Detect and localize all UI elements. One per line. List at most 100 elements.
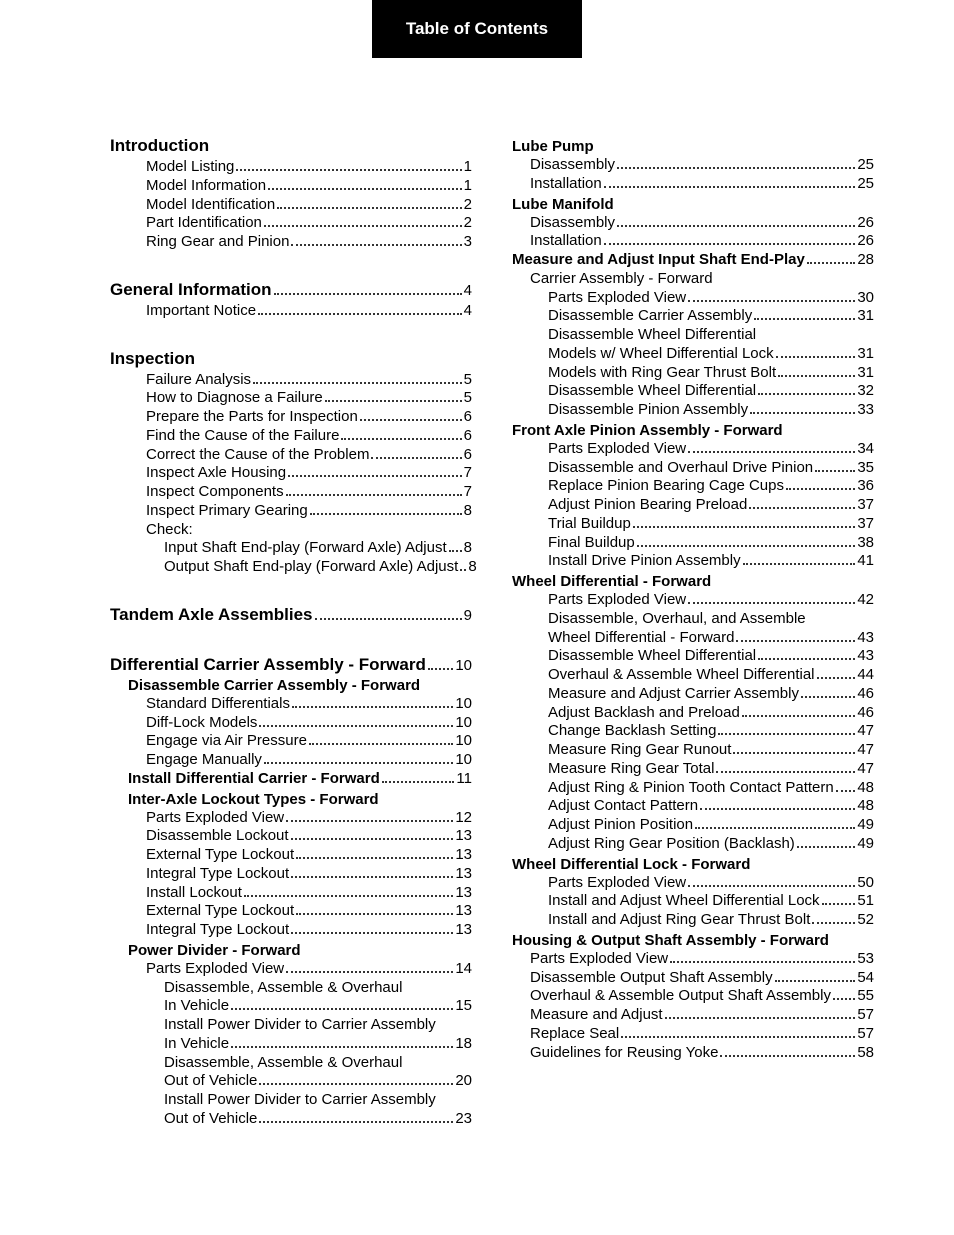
page-number: 33 xyxy=(857,401,874,420)
section-title: Introduction xyxy=(110,136,472,156)
header-title: Table of Contents xyxy=(406,19,548,39)
page-number: 6 xyxy=(464,427,472,446)
leader-dots xyxy=(264,225,462,227)
page-number: 1 xyxy=(464,158,472,177)
toc-column-right: Lube PumpDisassembly25Installation25Lube… xyxy=(512,136,874,1129)
entry-label: Guidelines for Reusing Yoke xyxy=(530,1044,718,1063)
toc-plain-line: Disassemble Wheel Differential xyxy=(512,326,874,345)
entry-label: Measure Ring Gear Total xyxy=(548,760,714,779)
page-number: 30 xyxy=(857,289,874,308)
toc-entry: Out of Vehicle23 xyxy=(110,1110,472,1129)
page-number: 47 xyxy=(857,741,874,760)
toc-plain-line: Install Power Divider to Carrier Assembl… xyxy=(110,1016,472,1035)
section-gap xyxy=(110,321,472,335)
entry-label: Find the Cause of the Failure xyxy=(146,427,339,446)
leader-dots xyxy=(604,243,856,245)
leader-dots xyxy=(776,356,856,358)
sub-label: Install Differential Carrier - Forward xyxy=(128,770,380,789)
section-gap xyxy=(110,252,472,266)
page-number: 5 xyxy=(464,371,472,390)
toc-entry: Correct the Cause of the Problem6 xyxy=(110,446,472,465)
sub-title: Front Axle Pinion Assembly - Forward xyxy=(512,422,874,439)
leader-dots xyxy=(775,980,856,982)
section-gap xyxy=(110,577,472,591)
leader-dots xyxy=(325,400,462,402)
page-number: 1 xyxy=(464,177,472,196)
toc-entry: Overhaul & Assemble Output Shaft Assembl… xyxy=(512,987,874,1006)
page-number: 46 xyxy=(857,704,874,723)
leader-dots xyxy=(253,382,462,384)
page-number: 31 xyxy=(857,307,874,326)
page-number: 14 xyxy=(455,960,472,979)
toc-entry: Parts Exploded View 53 xyxy=(512,950,874,969)
toc-plain-line: Install Power Divider to Carrier Assembl… xyxy=(110,1091,472,1110)
toc-entry: Parts Exploded View12 xyxy=(110,809,472,828)
page-number: 8 xyxy=(464,539,472,558)
toc-entry: Models w/ Wheel Differential Lock31 xyxy=(512,345,874,364)
leader-dots xyxy=(822,903,856,905)
page-number: 10 xyxy=(455,732,472,751)
entry-label: Install Drive Pinion Assembly xyxy=(548,552,741,571)
entry-label: Installation xyxy=(530,175,602,194)
section-title: General Information4 xyxy=(110,280,472,300)
leader-dots xyxy=(292,706,453,708)
section-title: Differential Carrier Assembly - Forward1… xyxy=(110,655,472,675)
leader-dots xyxy=(288,475,462,477)
page-number: 37 xyxy=(857,515,874,534)
entry-label: Disassemble Pinion Assembly xyxy=(548,401,748,420)
toc-entry: Trial Buildup37 xyxy=(512,515,874,534)
leader-dots xyxy=(286,494,462,496)
leader-dots xyxy=(291,244,461,246)
sub-title: Measure and Adjust Input Shaft End-Play2… xyxy=(512,251,874,270)
toc-entry: Adjust Pinion Bearing Preload37 xyxy=(512,496,874,515)
leader-dots xyxy=(817,677,856,679)
leader-dots xyxy=(695,827,855,829)
entry-label: Model Identification xyxy=(146,196,275,215)
toc-entry: Install and Adjust Wheel Differential Lo… xyxy=(512,892,874,911)
page-number: 36 xyxy=(857,477,874,496)
entry-label: Part Identification xyxy=(146,214,262,233)
leader-dots xyxy=(310,513,462,515)
toc-entry: Install and Adjust Ring Gear Thrust Bolt… xyxy=(512,911,874,930)
toc-entry: Replace Seal57 xyxy=(512,1025,874,1044)
header-tab: Table of Contents xyxy=(372,0,582,58)
entry-label: Models w/ Wheel Differential Lock xyxy=(548,345,774,364)
toc-entry: In Vehicle15 xyxy=(110,997,472,1016)
toc-entry: Output Shaft End-play (Forward Axle) Adj… xyxy=(110,558,472,577)
leader-dots xyxy=(259,1121,453,1123)
leader-dots xyxy=(296,913,453,915)
page-number: 10 xyxy=(455,751,472,770)
leader-dots xyxy=(259,1083,453,1085)
page-number: 51 xyxy=(857,892,874,911)
leader-dots xyxy=(797,846,856,848)
leader-dots xyxy=(750,412,855,414)
toc-entry: Disassemble Lockout13 xyxy=(110,827,472,846)
page-number: 11 xyxy=(456,770,472,789)
toc-entry: Inspect Axle Housing7 xyxy=(110,464,472,483)
sub-title: Install Differential Carrier - Forward 11 xyxy=(110,770,472,789)
entry-label: In Vehicle xyxy=(164,997,229,1016)
page-number: 32 xyxy=(857,382,874,401)
leader-dots xyxy=(236,169,461,171)
entry-label: Integral Type Lockout xyxy=(146,921,289,940)
toc-entry: Failure Analysis5 xyxy=(110,371,472,390)
page-number: 37 xyxy=(857,496,874,515)
leader-dots xyxy=(268,188,462,190)
entry-label: Out of Vehicle xyxy=(164,1072,257,1091)
entry-label: Disassembly xyxy=(530,214,615,233)
leader-dots xyxy=(449,550,462,552)
page-number: 3 xyxy=(464,233,472,252)
toc-content: IntroductionModel Listing1Model Informat… xyxy=(0,58,954,1169)
toc-entry: Final Buildup 38 xyxy=(512,534,874,553)
toc-entry: Adjust Ring Gear Position (Backlash) 49 xyxy=(512,835,874,854)
entry-label: Integral Type Lockout xyxy=(146,865,289,884)
entry-label: Adjust Pinion Position xyxy=(548,816,693,835)
leader-dots xyxy=(754,318,855,320)
entry-label: Parts Exploded View xyxy=(548,289,686,308)
section-label: Differential Carrier Assembly - Forward xyxy=(110,655,426,675)
page-number: 58 xyxy=(857,1044,874,1063)
page-number: 31 xyxy=(857,364,874,383)
toc-entry: Models with Ring Gear Thrust Bolt31 xyxy=(512,364,874,383)
entry-label: Out of Vehicle xyxy=(164,1110,257,1129)
toc-entry: Parts Exploded View14 xyxy=(110,960,472,979)
